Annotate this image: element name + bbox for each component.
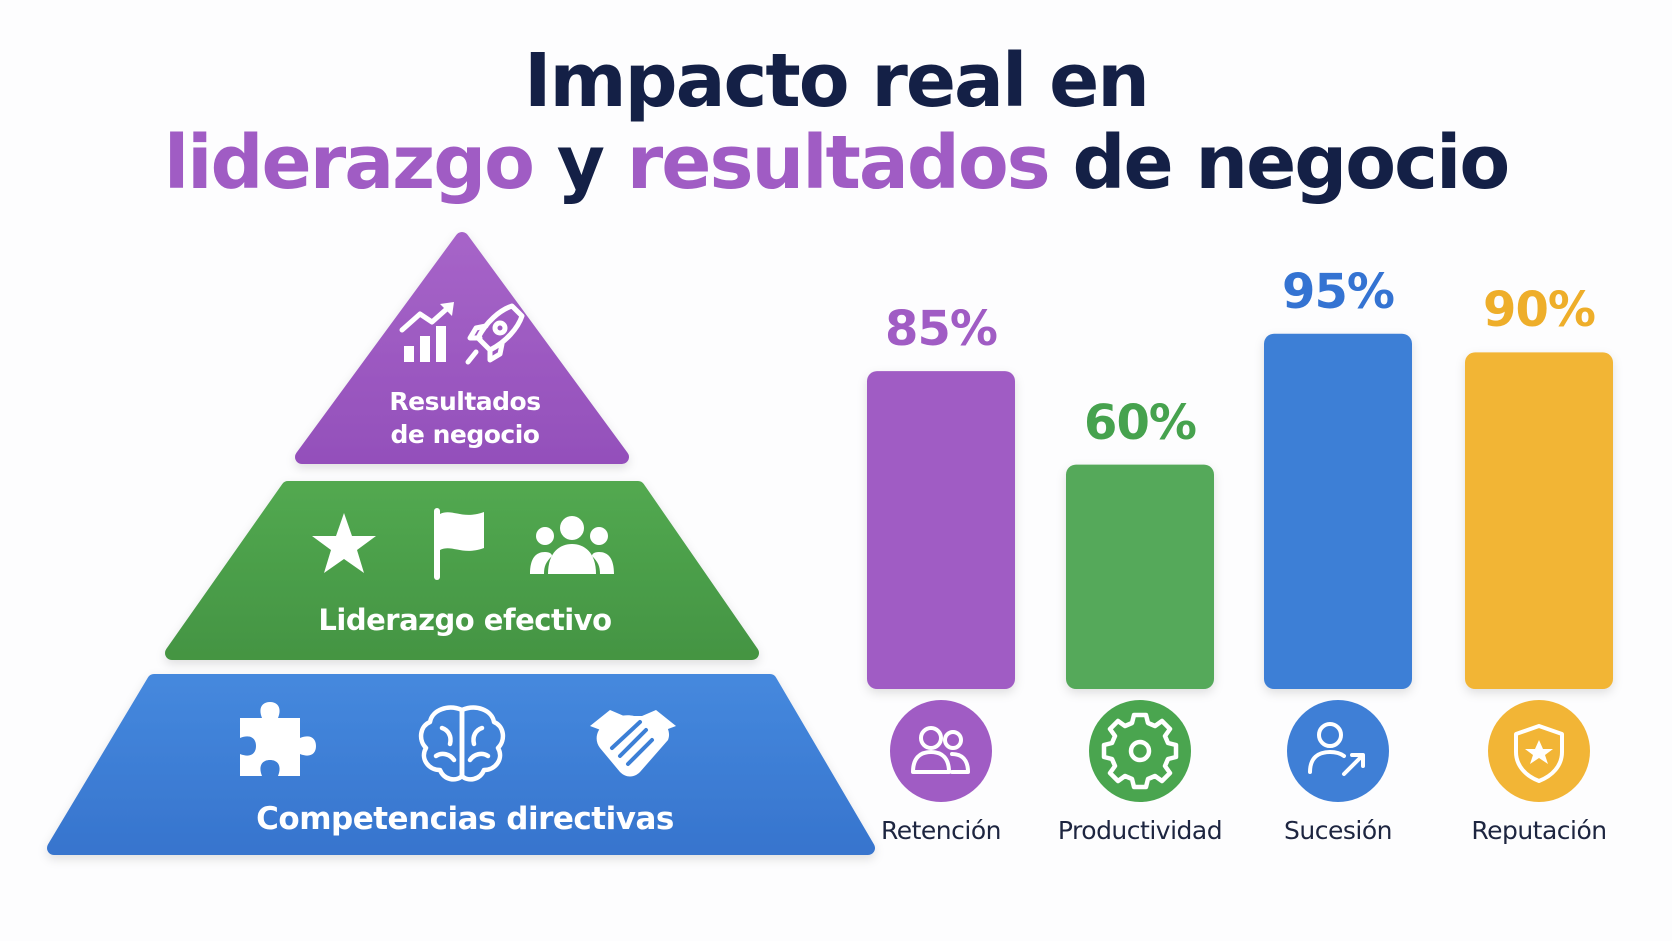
brain-icon [418,705,506,782]
team-icon [530,516,614,574]
bar-1 [1066,464,1214,689]
category-label: Reputación [1471,816,1607,845]
rocket-icon [465,303,525,365]
bar-2 [1264,333,1412,689]
category-label: Sucesión [1284,816,1392,845]
flag-icon [434,508,484,580]
pyramid-bottom-label: Competencias directivas [256,801,674,837]
title-accent-resultados: resultados [626,120,1051,206]
star-icon [312,513,376,573]
title-line-1: Impacto real en [523,38,1150,124]
value-label: 60% [1084,394,1197,451]
bar-group [867,333,1613,689]
bar-3 [1465,352,1613,689]
title-connector: y [533,120,627,206]
retention-icon-circle [890,700,992,802]
user-arrow-icon [1308,722,1365,776]
value-label: 95% [1282,263,1395,320]
bar-icon-circle [1488,700,1590,802]
puzzle-icon [240,702,316,776]
title-line-2: liderazgo y resultados de negocio [0,118,1672,208]
value-label: 85% [885,301,998,358]
category-label: Productividad [1057,816,1223,845]
gear-icon [1101,712,1179,790]
pyramid-level-top [295,232,629,464]
handshake-icon [590,710,676,777]
pyramid-top-label: Resultados de negocio [360,385,570,451]
pyramid-level-middle [165,481,759,660]
bar-0 [867,371,1015,689]
title-suffix: de negocio [1048,120,1510,206]
growth-chart-icon [399,302,454,362]
pyramid-top-label-line1: Resultados [389,387,541,416]
bar-icon-circle [1287,700,1389,802]
category-label: Retención [881,816,1002,845]
shield-star-icon [1514,724,1564,783]
value-label: 90% [1483,282,1596,339]
pyramid-top-label-line2: de negocio [390,420,540,449]
pyramid-middle-label: Liderazgo efectivo [318,603,612,637]
title-accent-liderazgo: liderazgo [163,120,535,206]
bar-icon-circle [890,700,992,802]
people-icon [911,726,970,774]
bar-icon-circle [1089,700,1191,802]
